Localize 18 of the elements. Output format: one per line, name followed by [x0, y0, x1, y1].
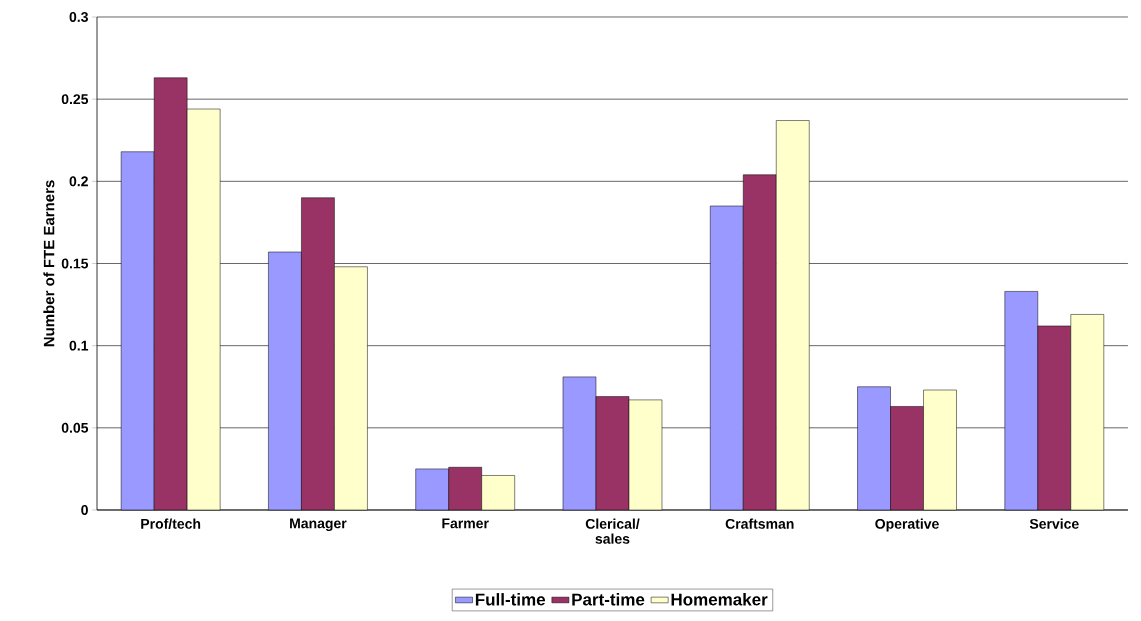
- y-axis-title: Number of FTE Earners: [43, 180, 55, 347]
- y-tick-label: 0.3: [69, 12, 88, 22]
- y-tick-label: 0.1: [69, 340, 89, 351]
- x-tick-label: Service: [1029, 518, 1079, 529]
- legend-label: Part-time: [572, 593, 645, 606]
- y-tick-label: 0.2: [69, 176, 88, 187]
- x-tick-label: Operative: [875, 518, 939, 532]
- x-tick-label: Prof/tech: [141, 518, 201, 529]
- x-tick-label: Farmer: [442, 518, 489, 529]
- y-tick-label: 0: [81, 505, 88, 515]
- y-tick-label: 0.15: [61, 258, 89, 269]
- x-tick-label: Manager: [290, 518, 347, 532]
- legend-label: Homemaker: [671, 593, 768, 606]
- x-tick-label: Craftsman: [725, 518, 794, 529]
- x-tick-label: Clerical/ sales: [585, 518, 640, 544]
- y-tick-label: 0.05: [61, 422, 89, 433]
- legend-label: Full-time: [475, 593, 546, 606]
- y-tick-label: 0.25: [61, 94, 89, 105]
